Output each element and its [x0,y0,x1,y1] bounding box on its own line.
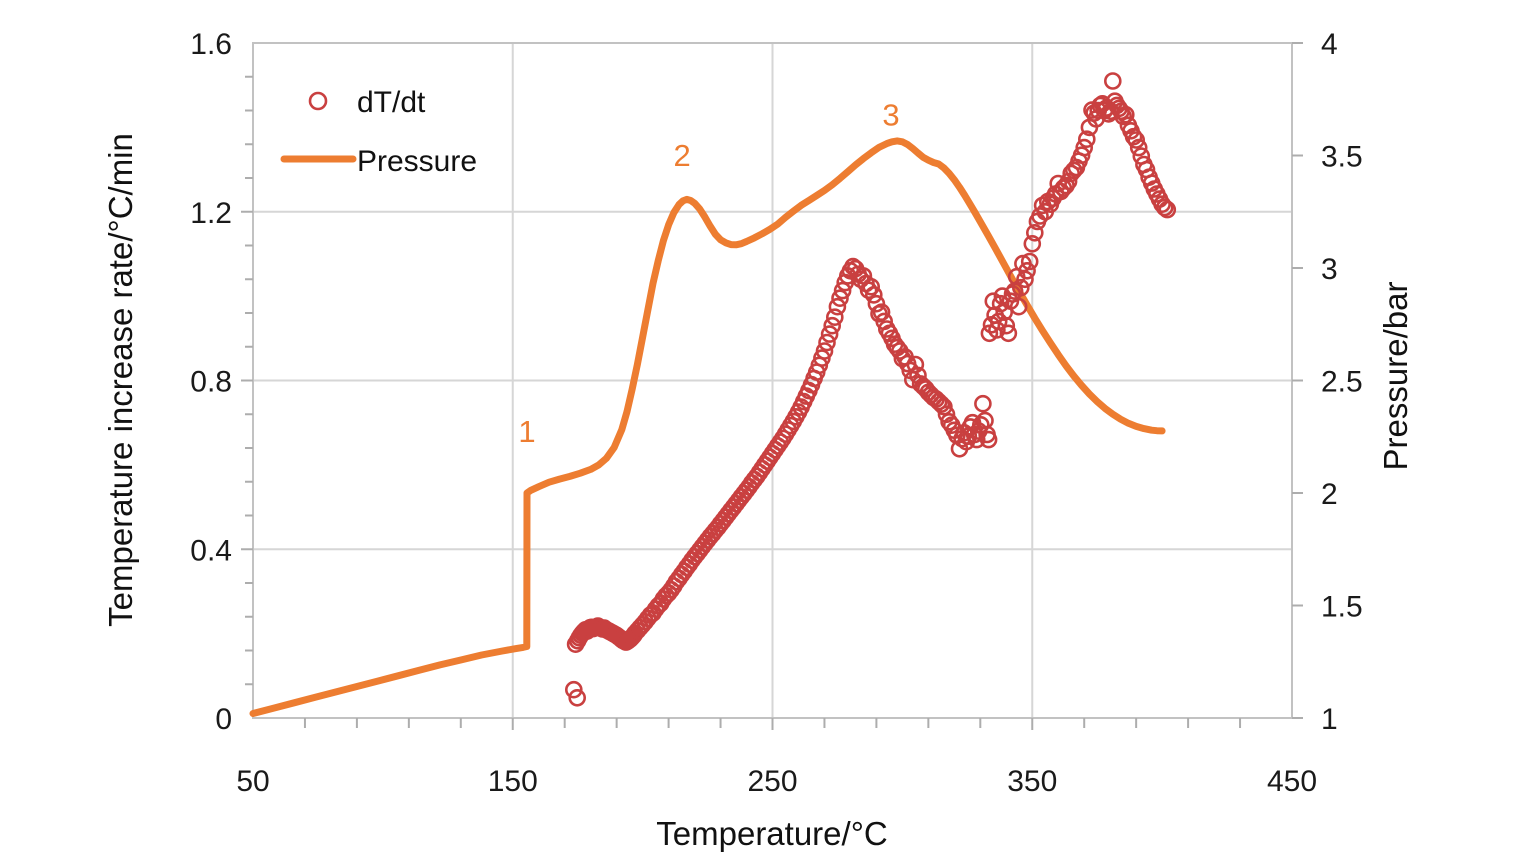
scatter-point [1078,130,1096,148]
y-right-tick-label: 1.5 [1321,591,1363,624]
y-left-tick-label: 0.8 [190,366,232,399]
scatter-point [1124,127,1143,146]
y-right-tick-label: 1 [1321,703,1338,736]
scatter-point [991,294,1010,313]
right-axis-title: Pressure/bar [1377,282,1414,471]
legend-label-dtdt: dT/dt [357,86,426,119]
annotation-3: 3 [882,98,899,133]
y-left-tick-label: 1.6 [190,28,232,61]
scatter-point [1158,200,1177,219]
scatter-point [1023,235,1042,253]
scatter-point [1009,297,1028,316]
scatter-point [1155,198,1174,217]
scatter-point [988,321,1006,339]
gridlines [253,43,1292,718]
x-tick-label: 150 [488,765,538,798]
scatter-point [1117,105,1135,124]
scatter-point [568,688,587,707]
scatter-point [1018,261,1036,280]
y-right-tick-label: 3.5 [1321,141,1363,174]
scatter-point [906,355,925,374]
scatter-point [974,394,992,413]
scatter-point [1020,252,1039,271]
scatter-point [929,392,948,411]
scatter-point [564,680,583,699]
annotations: 1 2 3 [518,98,899,449]
dtdt-scatter-series [564,72,1177,707]
scatter-point [815,342,834,360]
scatter-point [1127,131,1145,149]
scatter-point [1153,195,1171,213]
scatter-point [1011,278,1030,297]
scatter-point [1026,224,1044,242]
scatter-point [1049,174,1067,193]
y-left-tick-label: 0.4 [190,534,232,567]
scatter-point [1072,146,1091,164]
scatter-point [1104,72,1122,90]
y-left-tick-label: 0 [215,703,232,736]
scatter-point [864,286,883,304]
y-left-tick-label: 1.2 [190,197,232,230]
y-right-tick-label: 2 [1321,478,1338,511]
x-tick-label: 50 [236,765,269,798]
legend-label-pressure: Pressure [357,145,477,178]
scatter-point [820,325,839,343]
scatter-point [867,294,886,313]
x-tick-label: 350 [1007,765,1057,798]
pressure-line-series [249,137,1166,717]
legend: dT/dt Pressure [280,86,477,178]
axis-ticks [241,42,1303,730]
y-right-tick-label: 2.5 [1321,366,1363,399]
x-axis-title: Temperature/°C [656,815,887,852]
scatter-point [872,303,891,322]
scatter-point [825,308,844,327]
scatter-point [940,412,958,431]
scatter-point [935,397,953,416]
scatter-point [1075,138,1093,157]
axis-tick-labels: 50 150 250 350 450 0 0.4 0.8 1.2 1.6 1 1.5 2 2.5 3 3.5 4 [190,28,1362,798]
scatter-point [999,324,1018,343]
y-right-tick-label: 3 [1321,253,1338,286]
scatter-point [828,297,847,316]
x-tick-label: 250 [747,765,797,798]
legend-marker-dtdt-icon [308,91,328,111]
scatter-point [932,395,951,413]
y-right-tick-label: 4 [1321,28,1338,61]
left-axis-title: Temperature increase rate/°C/min [102,133,139,627]
scatter-point [1016,270,1034,289]
x-tick-label: 450 [1267,765,1317,798]
scatter-point [1031,207,1049,225]
scatter-point [1129,138,1148,157]
scatter-point [862,277,881,296]
annotation-1: 1 [518,414,535,449]
scatter-point [997,316,1016,335]
scatter-point [979,430,998,449]
scatter-point [859,281,878,300]
scatter-point [831,289,849,308]
scatter-point [823,316,842,335]
scatter-point [833,281,852,300]
annotation-2: 2 [673,138,690,173]
scatter-point [1065,161,1083,180]
scatter-point [818,333,836,352]
